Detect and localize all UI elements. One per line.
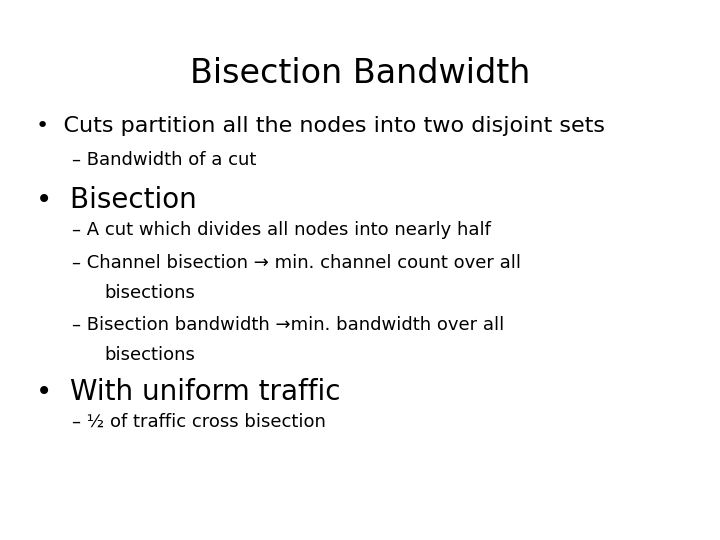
Text: – A cut which divides all nodes into nearly half: – A cut which divides all nodes into nea… — [72, 221, 491, 239]
Text: •  Cuts partition all the nodes into two disjoint sets: • Cuts partition all the nodes into two … — [36, 116, 605, 136]
Text: – Bandwidth of a cut: – Bandwidth of a cut — [72, 151, 256, 169]
Text: – Channel bisection → min. channel count over all: – Channel bisection → min. channel count… — [72, 254, 521, 272]
Text: •  Bisection: • Bisection — [36, 186, 197, 214]
Text: – ½ of traffic cross bisection: – ½ of traffic cross bisection — [72, 413, 326, 431]
Text: – Bisection bandwidth →min. bandwidth over all: – Bisection bandwidth →min. bandwidth ov… — [72, 316, 504, 334]
Text: bisections: bisections — [104, 284, 195, 301]
Text: bisections: bisections — [104, 346, 195, 363]
Text: Bisection Bandwidth: Bisection Bandwidth — [190, 57, 530, 90]
Text: •  With uniform traffic: • With uniform traffic — [36, 378, 341, 406]
